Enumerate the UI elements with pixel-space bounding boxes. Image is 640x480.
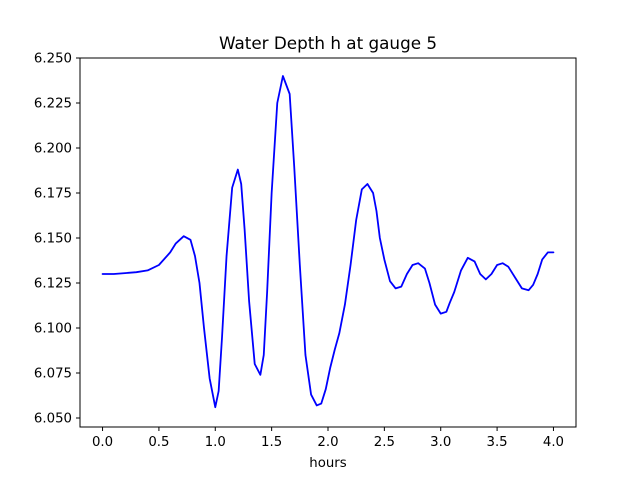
plot-area: 0.0 0.5 1.0 1.5 2.0 2.5 3.0 3.5 4.0 6.050 6.075 6.1… xyxy=(34,52,577,450)
y-tick-label: 6.100 xyxy=(34,322,72,337)
y-tick-label: 6.050 xyxy=(34,412,72,427)
y-tick-label: 6.200 xyxy=(34,142,72,157)
x-tick-label: 1.0 xyxy=(205,435,226,450)
x-tick-label: 3.5 xyxy=(487,435,508,450)
y-tick-label: 6.125 xyxy=(34,277,72,292)
x-axis-label: hours xyxy=(309,456,346,471)
x-tick-label: 3.0 xyxy=(430,435,451,450)
x-tick-label: 2.0 xyxy=(317,435,338,450)
y-tick-label: 6.175 xyxy=(34,187,72,202)
x-tick-label: 4.0 xyxy=(543,435,564,450)
x-tick-label: 2.5 xyxy=(374,435,395,450)
x-tick-label: 0.5 xyxy=(148,435,169,450)
x-tick-label: 1.5 xyxy=(261,435,282,450)
y-tick-label: 6.075 xyxy=(34,367,72,382)
x-tick-label: 0.0 xyxy=(92,435,113,450)
y-tick-label: 6.250 xyxy=(34,52,72,67)
chart-title: Water Depth h at gauge 5 xyxy=(219,33,437,53)
y-tick-label: 6.150 xyxy=(34,232,72,247)
series-line-0 xyxy=(101,75,555,409)
y-tick-label: 6.225 xyxy=(34,97,72,112)
